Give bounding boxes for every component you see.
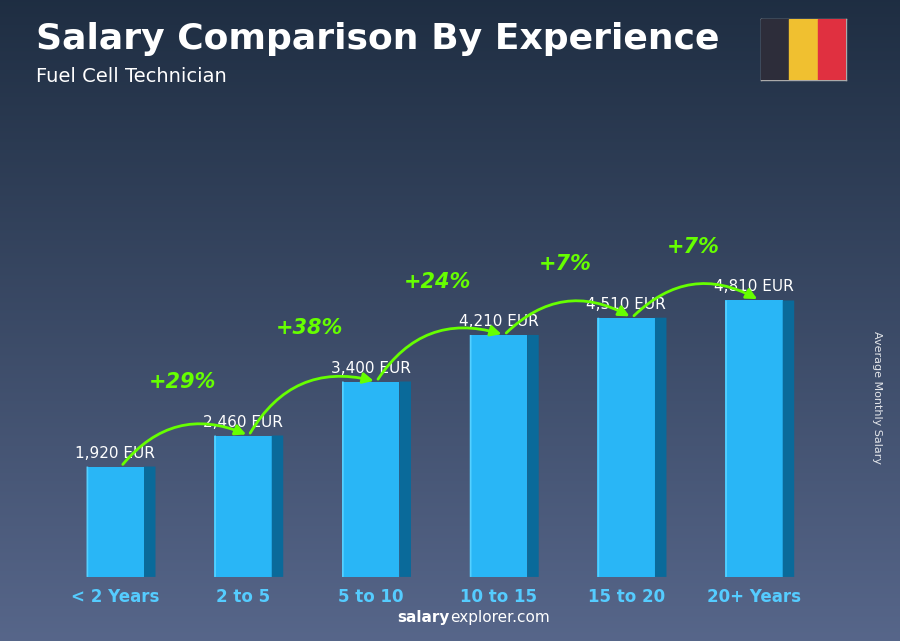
Polygon shape [527, 335, 539, 577]
Polygon shape [598, 318, 655, 577]
Text: +29%: +29% [148, 372, 216, 392]
Polygon shape [144, 467, 156, 577]
Text: 2,460 EUR: 2,460 EUR [203, 415, 283, 429]
Text: 4,810 EUR: 4,810 EUR [714, 279, 794, 294]
Text: +7%: +7% [539, 254, 591, 274]
Bar [789, 19, 817, 80]
Polygon shape [272, 435, 284, 577]
Polygon shape [655, 318, 667, 577]
Bar [817, 19, 846, 80]
Text: 3,400 EUR: 3,400 EUR [331, 360, 410, 376]
Text: +7%: +7% [667, 237, 719, 257]
Text: explorer.com: explorer.com [450, 610, 550, 625]
Polygon shape [783, 301, 794, 577]
Text: salary: salary [398, 610, 450, 625]
Text: 4,510 EUR: 4,510 EUR [587, 297, 666, 312]
Text: 4,210 EUR: 4,210 EUR [459, 314, 538, 329]
Polygon shape [598, 318, 599, 577]
Text: Salary Comparison By Experience: Salary Comparison By Experience [36, 22, 719, 56]
Text: +24%: +24% [404, 272, 472, 292]
Polygon shape [86, 467, 88, 577]
Polygon shape [86, 467, 144, 577]
Polygon shape [725, 301, 783, 577]
Text: Fuel Cell Technician: Fuel Cell Technician [36, 67, 227, 87]
Text: 1,920 EUR: 1,920 EUR [76, 445, 155, 460]
Polygon shape [725, 301, 727, 577]
Polygon shape [470, 335, 527, 577]
Bar [760, 19, 789, 80]
Polygon shape [400, 381, 411, 577]
Polygon shape [214, 435, 272, 577]
Polygon shape [214, 435, 216, 577]
Polygon shape [470, 335, 472, 577]
Polygon shape [342, 381, 344, 577]
Text: Average Monthly Salary: Average Monthly Salary [872, 331, 883, 464]
Polygon shape [342, 381, 400, 577]
Text: +38%: +38% [276, 318, 344, 338]
